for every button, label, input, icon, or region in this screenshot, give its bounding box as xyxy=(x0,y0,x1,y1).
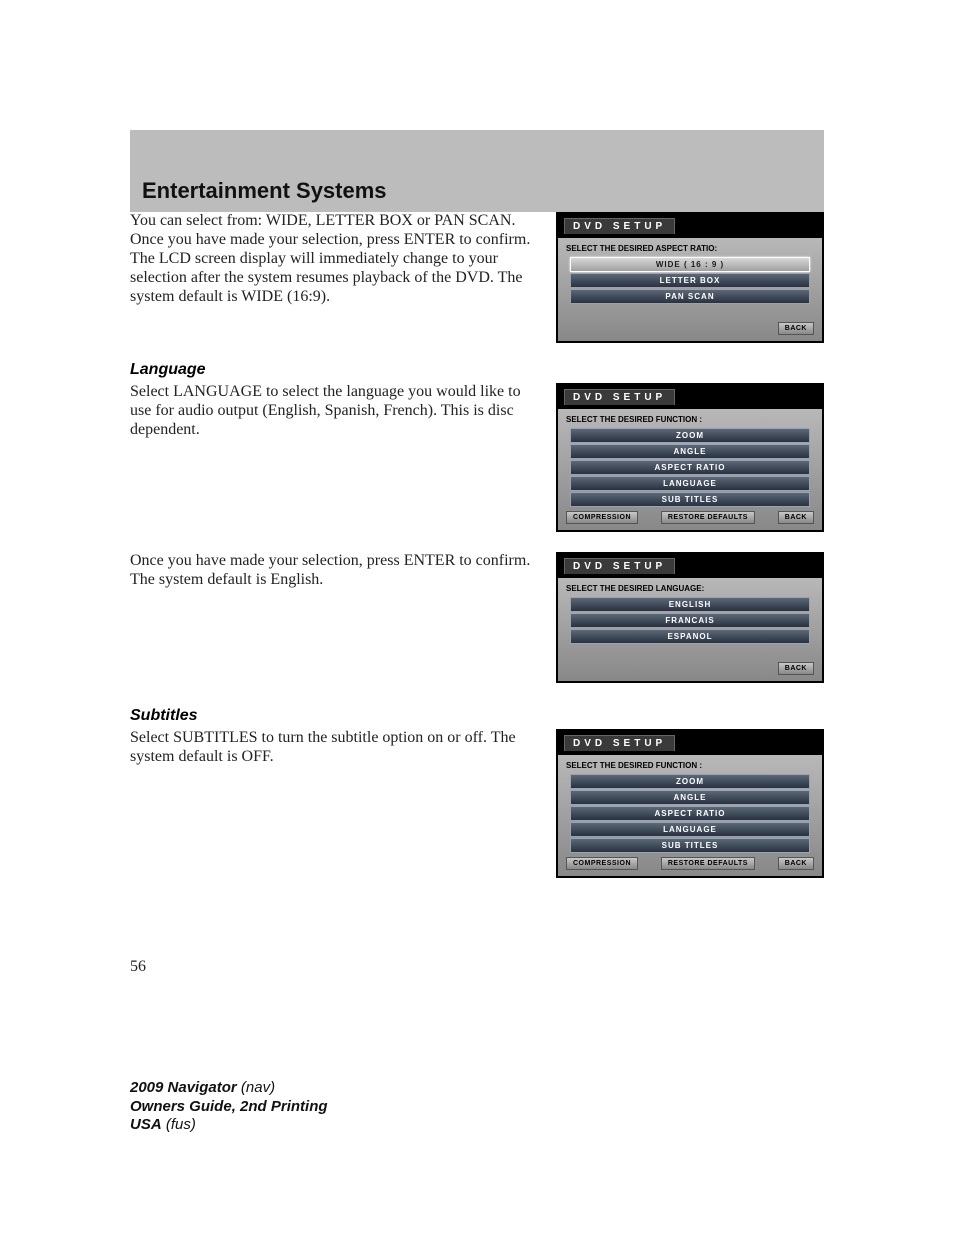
section-subtitles: Select SUBTITLES to turn the subtitle op… xyxy=(130,729,824,878)
dvd-setup-subtitle: SELECT THE DESIRED FUNCTION : xyxy=(562,759,818,774)
section-aspect-ratio: You can select from: WIDE, LETTER BOX or… xyxy=(130,212,824,343)
restore-defaults-button[interactable]: RESTORE DEFAULTS xyxy=(661,511,755,524)
compression-button[interactable]: COMPRESSION xyxy=(566,511,638,524)
dvd-setup-subtitle: SELECT THE DESIRED ASPECT RATIO: xyxy=(562,242,818,257)
footer-region: USA xyxy=(130,1116,162,1133)
section-language-1: Select LANGUAGE to select the language y… xyxy=(130,383,824,532)
menu-item-zoom[interactable]: ZOOM xyxy=(570,428,810,443)
dvd-setup-aspect-screenshot: DVD SETUP SELECT THE DESIRED ASPECT RATI… xyxy=(556,212,824,343)
dvd-setup-subtitle: SELECT THE DESIRED LANGUAGE: xyxy=(562,582,818,597)
footer-model: 2009 Navigator xyxy=(130,1079,237,1096)
dvd-setup-title: DVD SETUP xyxy=(564,558,675,574)
footer-guide: Owners Guide, 2nd Printing xyxy=(130,1098,328,1117)
menu-item-zoom[interactable]: ZOOM xyxy=(570,774,810,789)
back-button[interactable]: BACK xyxy=(778,662,814,675)
page-number: 56 xyxy=(130,958,824,976)
dvd-setup-subtitle: SELECT THE DESIRED FUNCTION : xyxy=(562,413,818,428)
heading-subtitles: Subtitles xyxy=(130,707,824,725)
back-button[interactable]: BACK xyxy=(778,857,814,870)
body-text: You can select from: WIDE, LETTER BOX or… xyxy=(130,212,538,343)
menu-item-espanol[interactable]: ESPANOL xyxy=(570,629,810,644)
heading-language: Language xyxy=(130,361,824,379)
back-button[interactable]: BACK xyxy=(778,322,814,335)
footer: 2009 Navigator (nav) Owners Guide, 2nd P… xyxy=(130,1079,328,1135)
menu-item-letterbox[interactable]: LETTER BOX xyxy=(570,273,810,288)
dvd-setup-function-screenshot: DVD SETUP SELECT THE DESIRED FUNCTION : … xyxy=(556,383,824,532)
back-button[interactable]: BACK xyxy=(778,511,814,524)
menu-item-wide[interactable]: WIDE ( 16 : 9 ) xyxy=(570,257,810,272)
compression-button[interactable]: COMPRESSION xyxy=(566,857,638,870)
body-text: Select SUBTITLES to turn the subtitle op… xyxy=(130,729,538,878)
section-language-2: Once you have made your selection, press… xyxy=(130,552,824,683)
menu-item-english[interactable]: ENGLISH xyxy=(570,597,810,612)
footer-region-code: (fus) xyxy=(166,1116,196,1133)
restore-defaults-button[interactable]: RESTORE DEFAULTS xyxy=(661,857,755,870)
dvd-setup-title: DVD SETUP xyxy=(564,218,675,234)
body-text: Once you have made your selection, press… xyxy=(130,552,538,683)
page-title: Entertainment Systems xyxy=(130,168,401,212)
dvd-setup-function-screenshot-2: DVD SETUP SELECT THE DESIRED FUNCTION : … xyxy=(556,729,824,878)
menu-item-aspect-ratio[interactable]: ASPECT RATIO xyxy=(570,460,810,475)
menu-item-subtitles[interactable]: SUB TITLES xyxy=(570,838,810,853)
menu-item-panscan[interactable]: PAN SCAN xyxy=(570,289,810,304)
menu-item-language[interactable]: LANGUAGE xyxy=(570,476,810,491)
body-text: Select LANGUAGE to select the language y… xyxy=(130,383,538,532)
dvd-setup-title: DVD SETUP xyxy=(564,735,675,751)
menu-item-francais[interactable]: FRANCAIS xyxy=(570,613,810,628)
menu-item-angle[interactable]: ANGLE xyxy=(570,790,810,805)
menu-item-subtitles[interactable]: SUB TITLES xyxy=(570,492,810,507)
menu-item-language[interactable]: LANGUAGE xyxy=(570,822,810,837)
page: Entertainment Systems You can select fro… xyxy=(0,0,954,976)
header-band: Entertainment Systems xyxy=(130,130,824,212)
menu-item-angle[interactable]: ANGLE xyxy=(570,444,810,459)
dvd-setup-language-screenshot: DVD SETUP SELECT THE DESIRED LANGUAGE: E… xyxy=(556,552,824,683)
footer-model-code: (nav) xyxy=(241,1079,275,1096)
menu-item-aspect-ratio[interactable]: ASPECT RATIO xyxy=(570,806,810,821)
dvd-setup-title: DVD SETUP xyxy=(564,389,675,405)
